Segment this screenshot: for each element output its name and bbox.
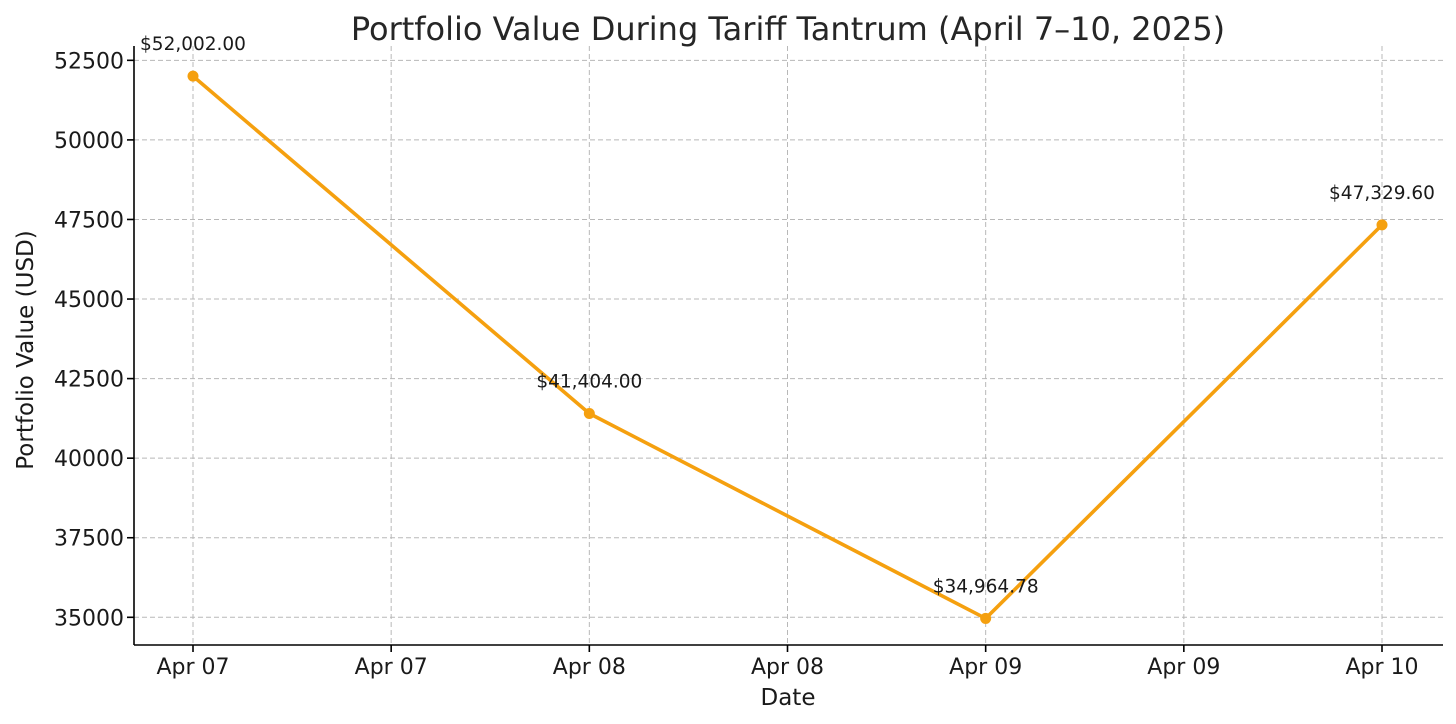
y-tick-label: 37500 bbox=[54, 527, 124, 552]
x-tick-label: Apr 07 bbox=[156, 655, 229, 680]
y-tick-label: 50000 bbox=[54, 129, 124, 154]
ticks: 35000 37500 40000 42500 45000 47500 50000 52500… bbox=[54, 49, 1419, 680]
y-tick-label: 42500 bbox=[54, 368, 124, 393]
data-point bbox=[187, 70, 199, 82]
x-tick-label: Apr 09 bbox=[949, 655, 1022, 680]
y-tick-label: 47500 bbox=[54, 208, 124, 233]
x-tick-label: Apr 08 bbox=[751, 655, 824, 680]
series-line bbox=[191, 74, 1384, 621]
axes bbox=[133, 46, 1443, 646]
data-labels: $52,002.00 $41,404.00 $34,964.78 $47,329.60 bbox=[140, 34, 1435, 597]
data-point bbox=[1376, 219, 1388, 231]
x-tick-label: Apr 07 bbox=[355, 655, 428, 680]
y-axis-label: Portfolio Value (USD) bbox=[13, 230, 39, 470]
data-point bbox=[583, 407, 595, 419]
grid bbox=[134, 46, 1443, 645]
data-label: $52,002.00 bbox=[140, 34, 246, 55]
chart-title: Portfolio Value During Tariff Tantrum (A… bbox=[351, 10, 1225, 48]
x-tick-label: Apr 10 bbox=[1345, 655, 1418, 680]
x-axis-label: Date bbox=[761, 685, 816, 711]
x-tick-label: Apr 08 bbox=[553, 655, 626, 680]
data-label: $41,404.00 bbox=[536, 371, 642, 392]
y-tick-label: 45000 bbox=[54, 288, 124, 313]
series bbox=[187, 70, 1388, 624]
data-label: $34,964.78 bbox=[933, 576, 1039, 597]
data-point bbox=[980, 612, 992, 624]
y-tick-label: 35000 bbox=[54, 606, 124, 631]
data-label: $47,329.60 bbox=[1329, 183, 1435, 204]
x-tick-label: Apr 09 bbox=[1147, 655, 1220, 680]
y-tick-label: 40000 bbox=[54, 447, 124, 472]
y-tick-label: 52500 bbox=[54, 49, 124, 74]
